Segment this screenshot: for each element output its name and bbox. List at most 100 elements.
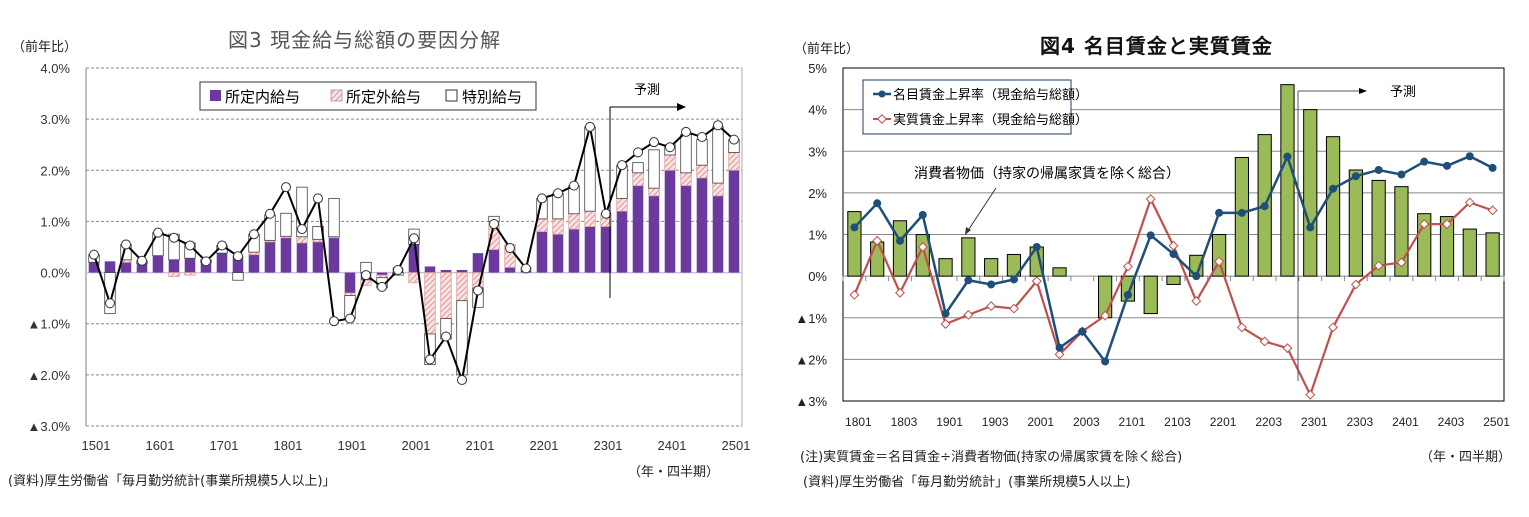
chart3-xtick-label: 1901 [338,438,367,453]
bar-scheduled [376,272,388,276]
chart4-real-marker [940,319,951,329]
chart3-total-marker [265,208,275,219]
chart3-xtick-label: 1501 [82,438,111,453]
chart4-real-marker [1145,194,1156,205]
chart4-legend: 名目賃金上昇率（現金給与総額） 実質賃金上昇率（現金給与総額） [862,79,1088,135]
chart4-ytick-label: 3% [808,144,827,159]
chart3-total-marker [233,251,243,262]
chart3-total-marker [665,142,675,153]
bar-scheduled [712,195,724,273]
chart4-real-marker [1464,197,1475,208]
chart4-cpi-bar [984,258,999,277]
chart4-cpi-bar [1371,179,1386,277]
bar-nonscheduled [456,272,468,302]
chart4-forecast-label: 予測 [1390,84,1416,99]
chart4-cpi-bar [1462,228,1477,277]
legend-scheduled-label: 所定内給与 [225,89,300,106]
bar-nonscheduled [680,172,692,187]
chart4-cpi-bar [961,237,976,277]
chart4-nominal-marker [1260,202,1269,211]
bar-special [424,333,436,366]
bar-special [632,162,644,174]
chart3-total-marker [617,160,627,171]
bar-scheduled [168,259,180,273]
chart3-xtick-label: 2301 [594,438,623,453]
chart4-nominal-marker [1306,223,1315,232]
bar-nonscheduled [440,272,452,320]
bar-scheduled [680,185,692,273]
chart3-forecast-label: 予測 [634,82,660,97]
chart3-title: 図3 現金給与総額の要因分解 [228,28,502,52]
chart4-nominal-marker [1420,157,1429,166]
chart3-ytick-label: ▲1.0% [28,317,71,332]
chart4-real-marker [986,301,997,312]
chart4-real-marker [1350,279,1361,290]
bar-scheduled [312,241,324,273]
chart4-cpi-bar [1052,267,1067,277]
chart4-nominal-marker [1192,272,1201,281]
chart4-xtick-label: 2003 [1073,415,1100,429]
chart4-forecast-arrowhead [1359,88,1367,94]
chart3-total-marker [409,233,419,244]
bar-scheduled [136,263,148,273]
chart4-real-marker [895,287,905,298]
bar-nonscheduled [408,272,420,284]
chart4-xtick-label: 2303 [1346,415,1373,429]
bar-scheduled [280,237,292,273]
bar-special [280,212,292,237]
chart3-total-marker [441,331,451,342]
chart3-total-marker [601,208,611,219]
chart3-ytick-label: 1.0% [40,214,70,229]
legend-nonscheduled-label: 所定外給与 [346,89,421,106]
bar-scheduled [200,262,212,273]
chart4-cpi-bar [892,220,908,277]
chart4-cpi-bar [870,241,885,277]
chart3-total-marker [473,285,483,296]
chart4-real-marker [1396,257,1407,268]
chart3-ytick-label: 4.0% [40,61,70,76]
bar-special [296,186,308,238]
chart4-xlabel: （年・四半期） [1420,450,1512,465]
chart3-xtick-label: 2401 [658,438,687,453]
chart3-xtick-label: 2201 [530,438,559,453]
bar-scheduled [728,170,740,273]
chart4-cpi-annotation: 消費者物価（持家の帰属家賃を除く総合） [914,165,1180,181]
chart4-nominal-marker [1032,242,1041,251]
chart3-total-marker [681,126,691,137]
bar-scheduled [648,195,660,273]
chart4-nominal-marker [1329,184,1338,193]
chart4-cpi-bar [1166,275,1181,285]
chart4-nominal-marker [1465,152,1474,161]
bar-scheduled [472,253,484,273]
chart3-xtick-label: 1701 [210,438,239,453]
bar-scheduled [152,255,164,273]
chart4-cpi-bar [1485,232,1500,277]
chart4-nominal-marker [850,223,859,232]
chart3-ytick-label: 0.0% [40,266,70,281]
chart3-xtick-label: 2101 [466,438,495,453]
chart3-plot: 4.0% 3.0% 2.0% 1.0% 0.0% ▲1.0% ▲2.0% ▲3.0% 1501… [28,61,751,453]
bar-scheduled [504,267,516,273]
chart3-total-marker [713,120,723,131]
chart3-total-marker [297,224,307,235]
chart3-total-marker [361,270,371,281]
chart3-xtick-label: 1801 [274,438,303,453]
bar-scheduled [248,254,260,273]
chart4-nominal-marker [1169,250,1178,259]
chart4-ylabel: （前年比） [794,42,860,57]
chart4-ytick-label: ▲2% [795,352,827,367]
chart3-total-marker [377,281,387,292]
chart3-xlabel: （年・四半期） [628,465,720,480]
chart4-real-marker [1100,310,1111,321]
chart4-cpi-bar [915,234,930,277]
bar-scheduled [296,242,308,273]
legend-real-marker [877,114,887,124]
chart4-xtick-label: 2501 [1483,415,1510,429]
chart4-xtick-label: 2301 [1301,415,1328,429]
chart4-note: (注)実質賃金＝名目賃金÷消費者物価(持家の帰属家賃を除く総合) [800,450,1183,465]
chart3-total-marker [89,249,99,260]
chart4-ytick-label: 0% [808,269,827,284]
bar-scheduled [456,270,468,273]
chart4-real-marker [1328,322,1339,333]
bar-scheduled [104,261,116,273]
